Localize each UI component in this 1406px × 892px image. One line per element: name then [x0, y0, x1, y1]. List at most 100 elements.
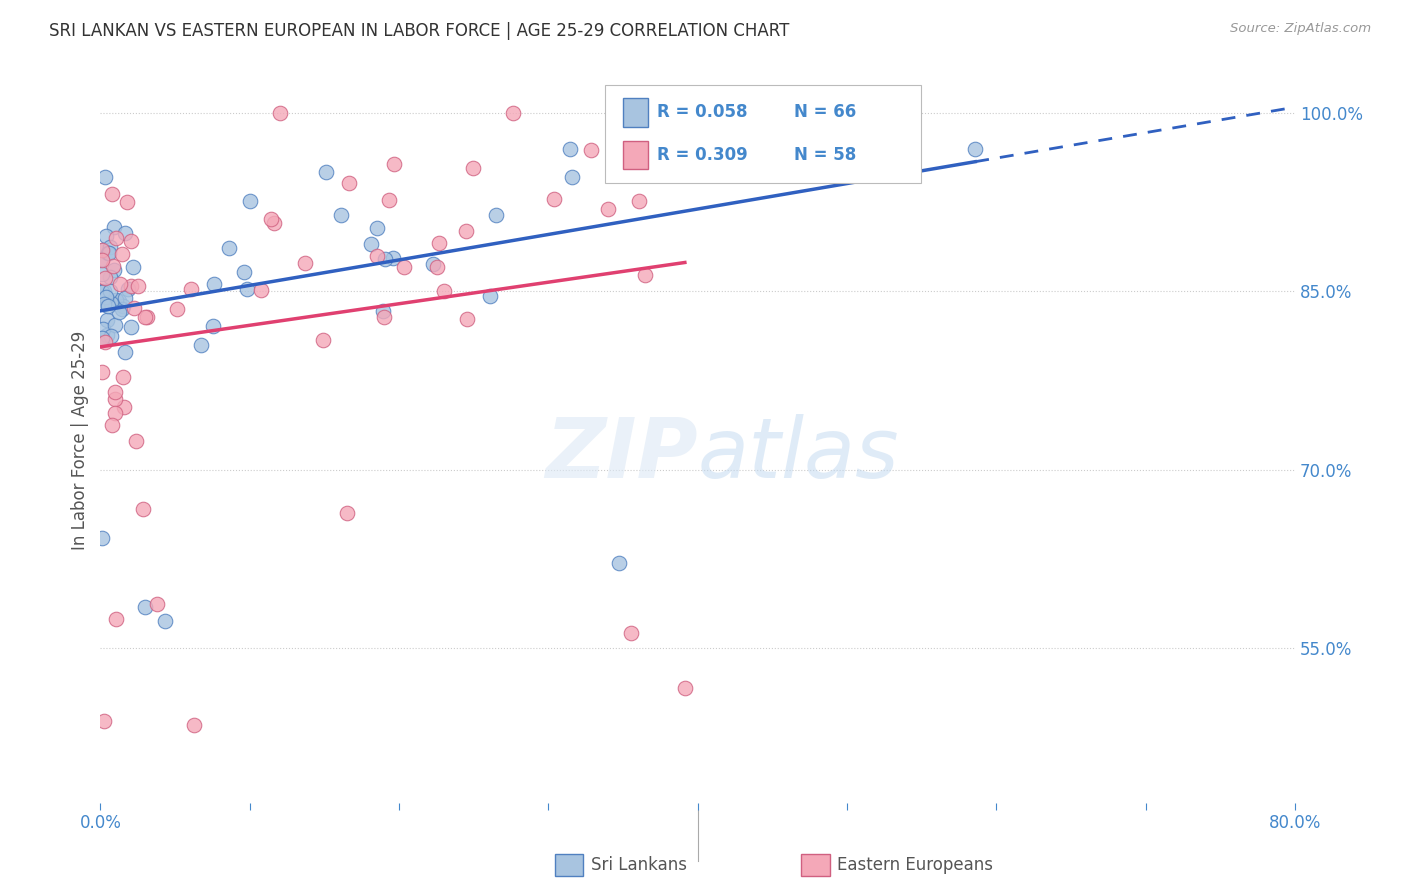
Sri Lankans	[98, 246, 121, 260]
Sri Lankans	[218, 241, 240, 255]
Sri Lankans	[728, 154, 751, 169]
Eastern Europeans	[433, 284, 456, 298]
Sri Lankans	[94, 170, 117, 185]
Text: ZIP: ZIP	[546, 414, 697, 495]
Sri Lankans	[121, 260, 143, 275]
Eastern Europeans	[134, 310, 156, 324]
Sri Lankans	[366, 220, 388, 235]
Eastern Europeans	[94, 271, 117, 285]
Sri Lankans	[381, 251, 404, 265]
Sri Lankans	[371, 303, 394, 318]
Sri Lankans	[90, 267, 112, 281]
Sri Lankans	[202, 277, 225, 291]
Sri Lankans	[865, 159, 887, 173]
Sri Lankans	[111, 299, 134, 313]
Eastern Europeans	[124, 301, 146, 315]
Eastern Europeans	[427, 236, 450, 251]
Sri Lankans	[98, 240, 121, 254]
Sri Lankans	[485, 208, 508, 222]
Sri Lankans	[98, 269, 121, 284]
Text: Source: ZipAtlas.com: Source: ZipAtlas.com	[1230, 22, 1371, 36]
Eastern Europeans	[336, 507, 359, 521]
Eastern Europeans	[136, 310, 159, 324]
Eastern Europeans	[108, 277, 131, 292]
Sri Lankans	[90, 252, 112, 267]
Text: Eastern Europeans: Eastern Europeans	[837, 856, 993, 874]
Eastern Europeans	[627, 194, 650, 208]
Eastern Europeans	[166, 302, 188, 317]
Sri Lankans	[607, 556, 630, 570]
Eastern Europeans	[294, 256, 316, 270]
Sri Lankans	[114, 345, 136, 359]
Sri Lankans	[100, 329, 122, 343]
Sri Lankans	[202, 319, 225, 334]
Eastern Europeans	[120, 234, 142, 248]
Sri Lankans	[91, 322, 114, 336]
Eastern Europeans	[127, 279, 149, 293]
Sri Lankans	[103, 318, 125, 332]
Sri Lankans	[103, 219, 125, 234]
Eastern Europeans	[620, 626, 643, 640]
Sri Lankans	[107, 293, 129, 308]
Sri Lankans	[90, 330, 112, 344]
Sri Lankans	[111, 301, 134, 316]
Eastern Europeans	[392, 260, 415, 275]
Eastern Europeans	[132, 501, 155, 516]
Text: N = 66: N = 66	[794, 103, 856, 121]
Text: SRI LANKAN VS EASTERN EUROPEAN IN LABOR FORCE | AGE 25-29 CORRELATION CHART: SRI LANKAN VS EASTERN EUROPEAN IN LABOR …	[49, 22, 790, 40]
Text: atlas: atlas	[697, 414, 900, 495]
Eastern Europeans	[145, 597, 167, 611]
Eastern Europeans	[104, 406, 127, 420]
Eastern Europeans	[90, 366, 112, 380]
Sri Lankans	[114, 291, 136, 305]
Sri Lankans	[561, 169, 583, 184]
Eastern Europeans	[382, 157, 405, 171]
Sri Lankans	[93, 284, 115, 298]
Sri Lankans	[96, 294, 118, 309]
Sri Lankans	[232, 265, 254, 279]
Sri Lankans	[91, 531, 114, 545]
Eastern Europeans	[426, 260, 449, 274]
Eastern Europeans	[634, 268, 657, 283]
Eastern Europeans	[581, 143, 603, 157]
Sri Lankans	[374, 252, 396, 267]
Eastern Europeans	[502, 106, 524, 120]
Sri Lankans	[134, 600, 156, 615]
Sri Lankans	[560, 142, 582, 156]
Sri Lankans	[117, 282, 139, 296]
Eastern Europeans	[104, 385, 127, 400]
Sri Lankans	[153, 614, 176, 628]
Eastern Europeans	[312, 333, 335, 347]
Sri Lankans	[315, 164, 337, 178]
Eastern Europeans	[125, 434, 148, 448]
Sri Lankans	[329, 208, 352, 222]
Eastern Europeans	[183, 718, 205, 732]
Sri Lankans	[478, 288, 501, 302]
Eastern Europeans	[101, 259, 124, 273]
Sri Lankans	[422, 257, 444, 271]
Sri Lankans	[100, 284, 122, 298]
Eastern Europeans	[543, 192, 565, 206]
Eastern Europeans	[100, 187, 122, 202]
Sri Lankans	[360, 237, 382, 252]
Eastern Europeans	[104, 231, 127, 245]
Text: Sri Lankans: Sri Lankans	[591, 856, 686, 874]
Eastern Europeans	[366, 249, 388, 263]
Sri Lankans	[91, 333, 114, 347]
Eastern Europeans	[259, 212, 281, 227]
Sri Lankans	[114, 226, 136, 240]
Sri Lankans	[848, 142, 870, 156]
Sri Lankans	[97, 246, 120, 260]
Eastern Europeans	[454, 224, 477, 238]
Sri Lankans	[105, 293, 128, 308]
Sri Lankans	[108, 305, 131, 319]
Sri Lankans	[93, 297, 115, 311]
Sri Lankans	[91, 244, 114, 258]
Sri Lankans	[100, 295, 122, 310]
Sri Lankans	[96, 313, 118, 327]
Eastern Europeans	[373, 310, 395, 324]
Text: N = 58: N = 58	[794, 146, 856, 164]
Sri Lankans	[103, 263, 125, 277]
Text: R = 0.309: R = 0.309	[657, 146, 748, 164]
Y-axis label: In Labor Force | Age 25-29: In Labor Force | Age 25-29	[72, 330, 89, 549]
